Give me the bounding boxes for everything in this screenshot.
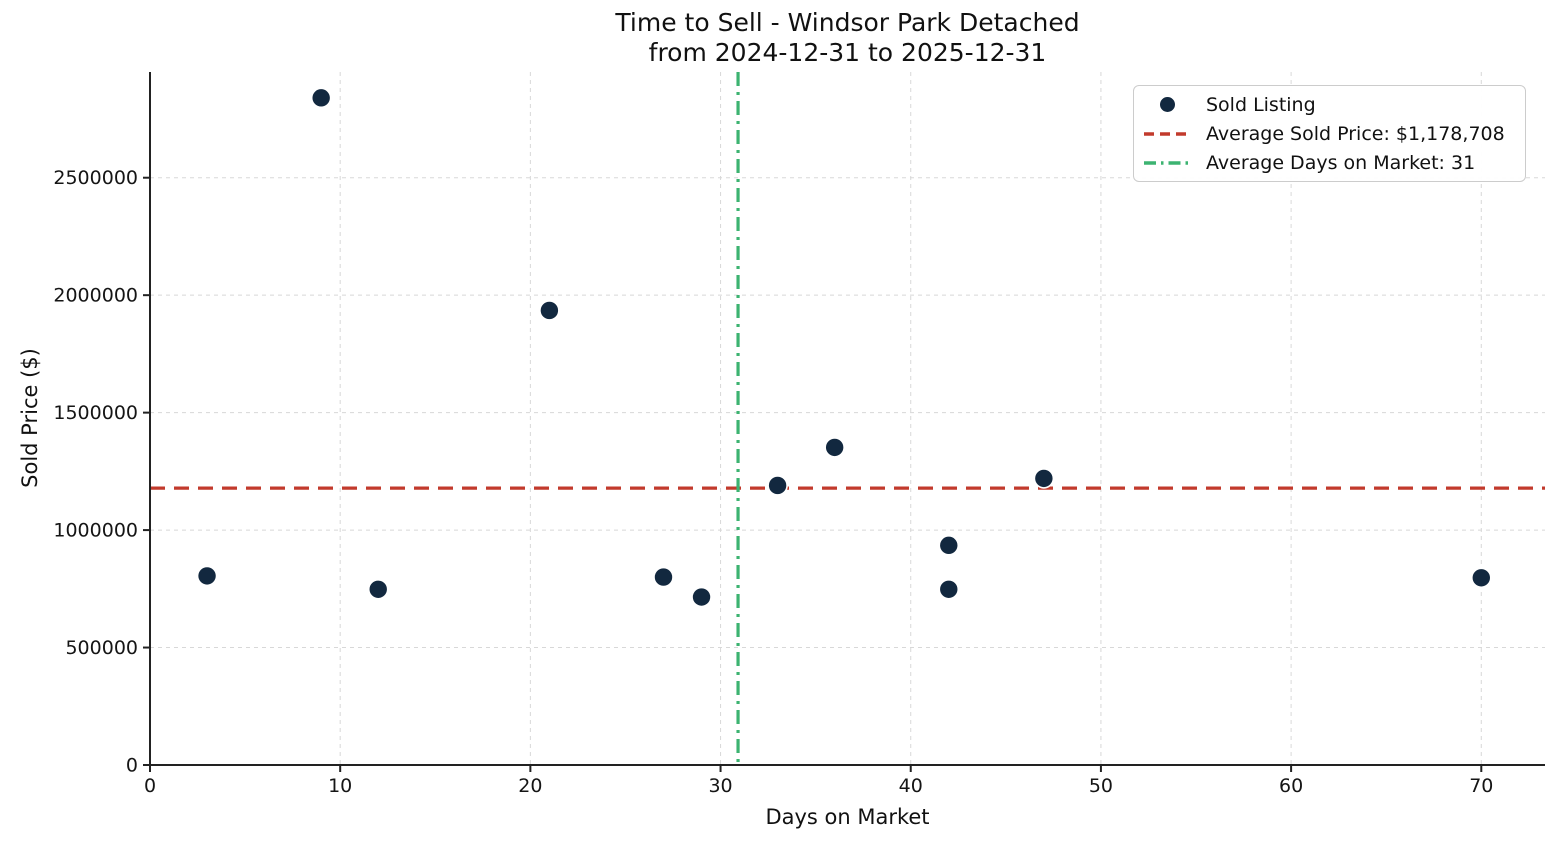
y-tick-label: 500000 (65, 637, 138, 659)
sold-listing-point (1470, 567, 1492, 589)
x-axis-label: Days on Market (765, 805, 930, 829)
x-tick-label: 70 (1469, 775, 1493, 797)
x-tick-label: 20 (518, 775, 542, 797)
legend-item-label: Average Days on Market: 31 (1206, 151, 1476, 174)
chart-subtitle: from 2024-12-31 to 2025-12-31 (648, 38, 1047, 67)
y-axis-label: Sold Price ($) (18, 348, 42, 488)
chart-title-block: Time to Sell - Windsor Park Detached fro… (150, 8, 1545, 68)
legend-item-average-sold-price: Average Sold Price: $1,178,708 (1134, 119, 1525, 148)
x-tick-label: 0 (144, 775, 156, 797)
sold-listing-point (196, 565, 218, 587)
average-sold-price-dashed-line-icon (1144, 130, 1190, 138)
x-tick-label: 50 (1089, 775, 1113, 797)
sold-listing-dot-icon (1144, 97, 1190, 112)
average-days-on-market-dashdot-line-icon (1144, 159, 1190, 167)
sold-listing-point (1033, 468, 1055, 489)
x-tick-label: 30 (708, 775, 732, 797)
chart-title: Time to Sell - Windsor Park Detached (615, 8, 1080, 37)
legend: Sold Listing Average Sold Price: $1,178,… (1133, 85, 1526, 182)
legend-item-sold-listing: Sold Listing (1134, 90, 1525, 119)
legend-item-label: Sold Listing (1206, 93, 1316, 116)
sold-listing-point (691, 586, 712, 608)
sold-listing-point (938, 535, 960, 556)
sold-listing-point (367, 578, 389, 600)
y-tick-label: 1000000 (53, 520, 138, 542)
legend-item-average-days-on-market: Average Days on Market: 31 (1134, 148, 1525, 177)
x-tick-label: 60 (1279, 775, 1303, 797)
sold-listing-point (767, 475, 788, 496)
y-tick-label: 0 (126, 755, 138, 777)
sold-listing-point (310, 87, 332, 109)
y-tick-label: 2000000 (53, 285, 138, 307)
x-tick-label: 40 (899, 775, 923, 797)
y-tick-label: 2500000 (53, 167, 138, 189)
sold-listing-point (653, 566, 674, 588)
legend-item-label: Average Sold Price: $1,178,708 (1206, 122, 1505, 145)
y-tick-label: 1500000 (53, 402, 138, 424)
sold-listing-point (539, 300, 560, 321)
x-tick-label: 10 (328, 775, 352, 797)
sold-listing-point (824, 437, 845, 458)
sold-listing-point (938, 578, 960, 600)
